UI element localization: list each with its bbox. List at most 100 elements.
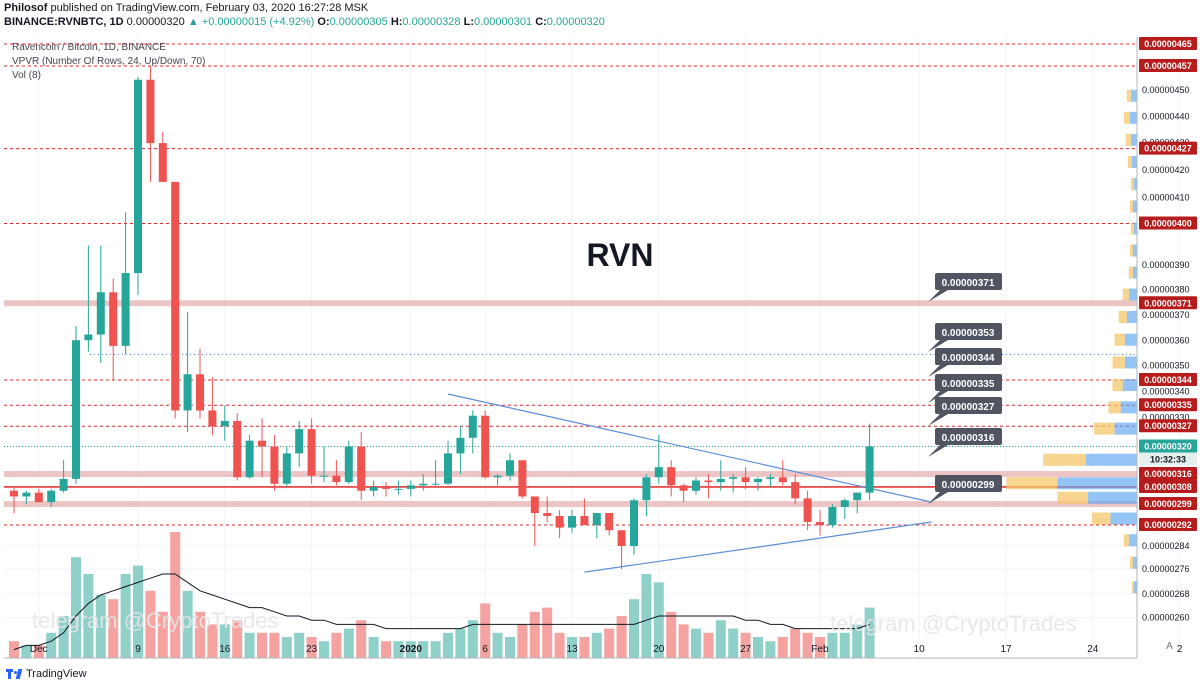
volume-bar [691,628,701,658]
price-tag: 10:32:33 [1139,452,1197,466]
price-callout: 0.00000344 [928,348,1002,377]
candle-body [630,500,638,546]
symbol-line: BINANCE:RVNBTC, 1D [4,16,124,28]
candle-body [754,478,762,483]
vpvr-down-bar [1129,556,1133,569]
price-tag-label: 0.00000335 [1144,400,1192,410]
y-tick-label: 0.00000390 [1142,260,1190,270]
close-label: C: [535,16,547,28]
price-tag-label: 0.00000299 [1144,499,1192,509]
volume-bar [71,557,81,658]
volume-bar [790,628,801,658]
volume-bar [393,641,404,658]
level-band [4,300,1137,307]
vpvr-down-bar [1125,133,1131,146]
vol-legend[interactable]: Vol (8) [12,70,41,81]
vpvr-down-bar [1114,333,1125,346]
y-axis: 0.00000260 0.00000268 0.00000276 0.00000284… [1136,37,1197,658]
price-tag-label: 0.00000344 [1144,375,1192,385]
vpvr-down-bar [1006,477,1058,490]
volume-bar [281,637,292,658]
candle-body [778,477,787,483]
vpvr-down-bar [1128,266,1133,279]
price-tag: 0.00000465 [1139,37,1197,51]
price-tag: 0.00000299 [1139,497,1197,511]
volume-bar [777,637,788,658]
symbol-legend[interactable]: Ravencoin / Bitcoin, 1D, BINANCE [12,42,166,53]
candle-body [741,477,750,483]
volume-bar [753,637,763,658]
vpvr-up-bar [1132,266,1137,279]
volume-bar [120,574,131,658]
volume-bar [182,590,193,658]
vpvr-up-bar [1110,512,1137,525]
volume-bar [443,632,453,658]
volume-bar [108,599,119,658]
price-tag: 0.00000457 [1139,58,1197,72]
chart-title: RVN [587,237,654,273]
author-name[interactable]: Philosof [4,2,48,14]
volume-bar [604,628,615,658]
candle-body [481,415,490,478]
volume-bar [257,632,267,658]
candle-body [158,143,167,182]
callout-box [935,323,1002,340]
volume-bar [827,632,838,658]
vpvr-down-bar [1123,111,1130,124]
vpvr-up-bar [1129,111,1137,124]
x-tick-label: 10 [914,644,926,655]
price-tag-box [1139,419,1197,433]
y-tick-label: 0.00000410 [1142,192,1190,202]
vpvr-legend[interactable]: VPVR (Number Of Rows, 24, Up/Down, 70) [12,56,206,67]
candle-body [245,440,254,478]
volume-bar [133,565,143,658]
volume-bar [95,595,106,658]
candle-body [853,492,862,501]
price-tag-label: 0.00000371 [1144,298,1192,308]
volume-bar [629,599,639,658]
candle-body [493,475,502,478]
volume-bar [455,628,466,658]
volume-bar [815,637,825,658]
candle-body [406,485,415,489]
vpvr-up-bar [1130,89,1137,102]
y-tick-label: 0.00000330 [1142,413,1190,423]
vpvr-down-bar [1127,155,1132,168]
price-tag-box [1139,398,1197,412]
footer-brand[interactable]: TradingView [6,668,87,680]
callout-pointer [928,365,948,377]
price-tag-label: 0.00000457 [1144,61,1192,71]
price-tag-box [1139,497,1197,511]
volume-bar [542,607,553,658]
price-callouts[interactable]: 0.00000371 0.00000353 0.00000344 0.00000335… [928,273,1002,504]
candle-body [568,516,576,528]
volume-bar [517,624,528,658]
candle-body [146,79,155,144]
candle-body [10,490,18,497]
volume-ma-line [13,573,870,651]
callout-label: 0.00000335 [942,379,995,390]
vpvr-up-bar [1132,200,1137,213]
callout-box [935,397,1002,414]
vpvr-up-bar [1133,222,1137,235]
candle-body [84,334,93,341]
vpvr-up-bar [1131,155,1137,168]
vpvr-up-bar [1126,310,1137,323]
auto-scale-button[interactable]: A [1166,641,1173,652]
trendline [584,521,932,573]
trendlines[interactable] [447,393,932,573]
x-tick-label: 24 [1087,644,1099,655]
y-tick-label: 0.00000340 [1142,386,1190,396]
price-tag-box [1139,296,1197,310]
callout-pointer [928,290,948,302]
candle-body [196,374,204,411]
volume-bar [343,628,354,658]
x-tick-label: 17 [1000,644,1012,655]
price-tag-label: 0.00000427 [1144,144,1192,154]
vpvr-up-bar [1122,379,1137,392]
callout-box [935,428,1002,445]
watermark-right: telegram @CryptoTrades [830,611,1077,636]
callout-pointer [928,340,948,352]
candle-body [72,340,80,479]
